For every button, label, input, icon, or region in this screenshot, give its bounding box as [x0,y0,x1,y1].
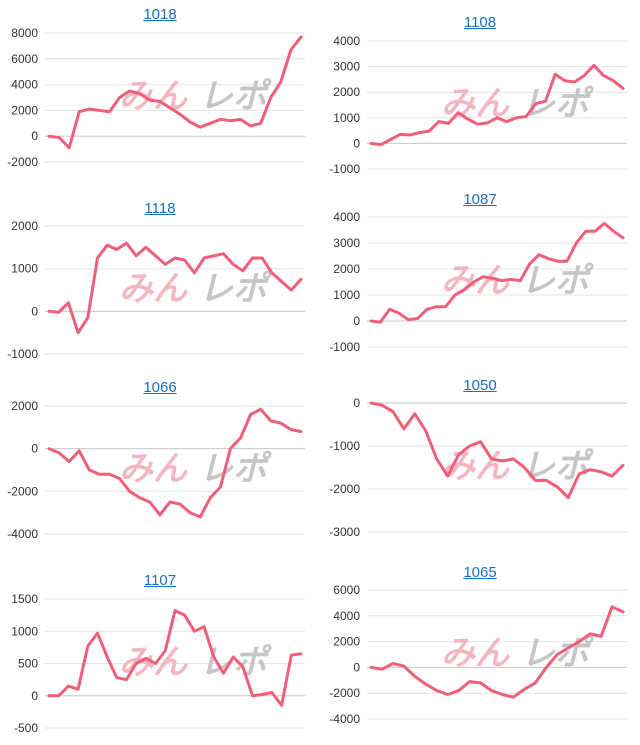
watermark-logo-gray: レポ [521,447,594,487]
series-line [369,401,625,500]
series-line [369,605,625,699]
y-tick-label: -2000 [7,484,38,498]
y-tick-label: -1000 [329,340,360,354]
y-tick-label: 1000 [333,111,360,125]
y-tick-label: 0 [31,442,38,456]
y-tick-label: 1000 [11,262,38,276]
y-tick-label: -3000 [329,525,360,539]
y-tick-label: 4000 [333,609,360,623]
y-tick-label: 0 [31,304,38,318]
y-tick-label: 2000 [333,85,360,99]
series-line [47,241,303,335]
y-tick-label: 0 [31,689,38,703]
y-tick-label: 2000 [11,399,38,413]
y-tick-label: 4000 [11,78,38,92]
y-tick-label: 2000 [11,219,38,233]
watermark-logo-gray: レポ [521,261,594,301]
chart-title-link[interactable]: 1108 [463,14,497,31]
chart-plot: -1000 0 1000 2000 みん レポ [7,219,305,361]
series-line [47,407,303,519]
watermark-logo-gray: レポ [199,449,272,489]
watermark-logo-pink: みん [119,77,188,117]
chart-title-link[interactable]: 1118 [144,200,176,217]
chart-panel-1018: 1018 -2000 0 2000 4000 6000 8000 みん レポ [0,0,320,185]
y-tick-label: 2000 [333,635,360,649]
chart-panel-1108: 1108 -1000 0 1000 2000 3000 4000 みん レポ [320,0,640,185]
y-tick-label: 3000 [333,236,360,250]
y-tick-label: 0 [31,129,38,143]
series-line [47,609,303,707]
y-tick-label: 1000 [11,624,38,638]
chart-panel-1107: 1107 -500 0 500 1000 1500 みん レポ [0,560,320,745]
series-line [369,63,625,147]
chart-panel-1066: 1066 -4000 -2000 0 2000 みん レポ [0,370,320,560]
y-tick-label: 4000 [333,210,360,224]
watermark-logo-gray: レポ [521,84,594,124]
y-tick-label: -4000 [329,712,360,726]
y-tick-label: 0 [353,396,360,410]
chart-plot: -2000 0 2000 4000 6000 8000 みん レポ [7,26,305,169]
y-tick-label: -2000 [7,155,38,169]
series-line [47,35,303,150]
chart-title-link[interactable]: 1107 [143,572,177,589]
chart-plot: -4000 -2000 0 2000 みん レポ [7,399,305,541]
y-tick-label: 2000 [11,103,38,117]
y-tick-label: 500 [18,657,38,671]
y-tick-label: -1000 [7,347,38,361]
y-tick-label: -2000 [329,686,360,700]
series-line [369,222,625,324]
chart-panel-1118: 1118 -1000 0 1000 2000 みん レポ [0,185,320,370]
y-tick-label: 8000 [11,26,38,40]
y-tick-label: 1000 [333,288,360,302]
chart-panel-1050: 1050 -3000 -2000 -1000 0 みん レポ [320,370,640,560]
chart-title-link[interactable]: 1065 [463,564,497,581]
y-tick-label: 0 [353,660,360,674]
watermark-logo-gray: レポ [199,269,272,309]
y-tick-label: 0 [353,136,360,150]
watermark-logo-gray: レポ [199,77,272,117]
watermark-logo-pink: みん [119,269,188,309]
y-tick-label: -1000 [329,439,360,453]
y-tick-label: -1000 [329,162,360,176]
watermark-logo-pink: みん [441,634,510,674]
y-tick-label: -2000 [329,482,360,496]
y-tick-label: 6000 [11,52,38,66]
chart-title-link[interactable]: 1050 [463,377,497,394]
chart-title-link[interactable]: 1018 [143,6,177,23]
y-tick-label: 1500 [11,592,38,606]
y-tick-label: 4000 [333,34,360,48]
watermark-logo-pink: みん [119,449,188,489]
chart-title-link[interactable]: 1087 [463,191,497,208]
chart-title-link[interactable]: 1066 [143,379,177,396]
chart-panel-1065: 1065 -4000 -2000 0 2000 4000 6000 みん レポ [320,560,640,745]
chart-panel-1087: 1087 -1000 0 1000 2000 3000 4000 みん レポ [320,185,640,370]
y-tick-label: 6000 [333,583,360,597]
y-tick-label: -4000 [7,527,38,541]
y-tick-label: 2000 [333,262,360,276]
y-tick-label: 3000 [333,60,360,74]
y-tick-label: 0 [353,314,360,328]
y-tick-label: -500 [14,721,38,735]
